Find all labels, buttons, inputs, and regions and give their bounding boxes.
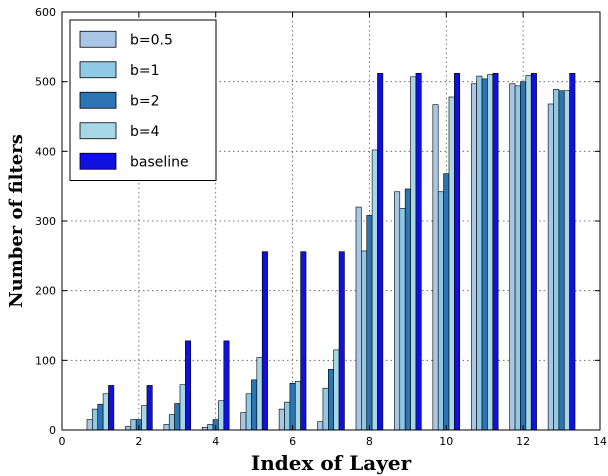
y-axis-ticks: 0 100 200 300 400 500 600 — [35, 6, 600, 437]
legend-swatch — [79, 152, 117, 170]
bar — [97, 403, 104, 431]
y-tick-label: 0 — [49, 424, 56, 437]
bar — [399, 208, 406, 431]
bar — [470, 83, 477, 431]
y-tick-label: 500 — [35, 76, 56, 89]
bar — [223, 340, 230, 431]
x-tick-label: 14 — [593, 435, 607, 448]
bar — [294, 380, 301, 431]
bar — [245, 393, 252, 431]
bar — [317, 421, 324, 431]
legend-label: b=2 — [130, 93, 160, 109]
legend-swatch — [79, 61, 117, 79]
bar — [558, 90, 565, 431]
bar — [102, 393, 109, 431]
bar — [146, 385, 153, 431]
bar — [338, 251, 345, 431]
bar — [278, 408, 285, 431]
bar — [509, 83, 516, 431]
legend-swatch — [79, 30, 117, 48]
bar — [207, 424, 214, 431]
legend-swatch — [79, 122, 117, 140]
bar — [328, 369, 334, 431]
bar — [355, 206, 362, 431]
y-tick-label: 300 — [35, 215, 56, 228]
y-tick-label: 600 — [35, 6, 56, 19]
bar — [443, 173, 450, 431]
bar — [141, 405, 148, 431]
bar — [185, 340, 192, 431]
x-tick-label: 10 — [439, 435, 453, 448]
bar — [361, 250, 368, 431]
bar — [487, 74, 494, 431]
bar — [108, 385, 115, 431]
bar — [448, 96, 455, 431]
x-axis-title: Index of Layer — [251, 451, 412, 475]
bar — [476, 75, 483, 431]
y-tick-label: 100 — [35, 354, 56, 367]
bar — [492, 73, 499, 431]
x-axis-ticks: 0 2 4 6 8 10 12 14 — [59, 12, 607, 448]
bars — [86, 73, 576, 431]
x-tick-label: 6 — [289, 435, 296, 448]
bar — [415, 73, 422, 431]
bar — [514, 85, 521, 431]
bar — [130, 419, 137, 431]
bar — [569, 73, 576, 431]
bar — [410, 76, 417, 431]
legend-swatch — [79, 91, 117, 109]
bar — [394, 191, 401, 431]
bar — [432, 104, 439, 431]
legend-label: b=4 — [130, 124, 160, 140]
bar — [92, 408, 99, 431]
bar — [371, 149, 378, 431]
x-tick-label: 2 — [135, 435, 142, 448]
y-tick-label: 400 — [35, 145, 56, 158]
bar — [481, 78, 488, 431]
bar — [563, 90, 570, 431]
bar — [251, 379, 258, 431]
y-tick-label: 200 — [35, 285, 56, 298]
bar — [333, 349, 340, 431]
bar — [163, 424, 170, 431]
bar — [454, 73, 461, 431]
bar — [125, 426, 132, 431]
bar — [218, 400, 225, 431]
x-tick-label: 8 — [366, 435, 373, 448]
bar — [547, 103, 554, 431]
x-tick-label: 12 — [516, 435, 530, 448]
legend-label: b=1 — [130, 63, 160, 79]
x-tick-label: 4 — [212, 435, 219, 448]
bar — [284, 401, 291, 431]
bar — [553, 89, 560, 431]
bar — [86, 419, 93, 431]
bar — [261, 251, 268, 431]
bar — [322, 387, 329, 431]
bar — [525, 75, 532, 431]
bar — [168, 414, 175, 431]
bar — [530, 73, 537, 431]
legend-label: b=0.5 — [130, 32, 173, 48]
bar — [240, 412, 247, 431]
bar — [520, 81, 527, 431]
bar — [404, 188, 411, 431]
bar — [377, 73, 384, 431]
bar — [437, 191, 444, 431]
bar — [174, 403, 181, 431]
y-axis-title: Number of filters — [6, 134, 27, 308]
x-tick-label: 0 — [59, 435, 66, 448]
bar — [256, 357, 263, 431]
bar — [289, 383, 296, 431]
bar — [300, 251, 307, 431]
legend: b=0.5 b=1 b=2 b=4 baseline — [69, 19, 217, 181]
bar — [179, 384, 186, 431]
legend-label: baseline — [130, 154, 189, 170]
bar — [366, 215, 373, 431]
